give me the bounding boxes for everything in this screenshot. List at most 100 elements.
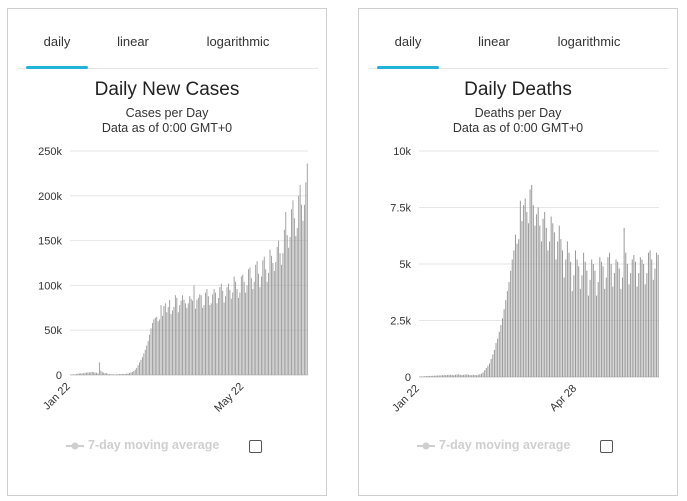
tab-linear[interactable]: linear (117, 34, 149, 49)
moving-average-checkbox[interactable] (600, 440, 613, 453)
bar (581, 275, 583, 377)
bar (482, 372, 484, 377)
bar (549, 241, 551, 377)
bar (163, 306, 165, 375)
tab-logarithmic[interactable]: logarithmic (206, 34, 270, 49)
bar (631, 259, 633, 377)
bar (453, 375, 455, 377)
bar (167, 306, 169, 375)
bar (303, 204, 305, 375)
bar (286, 235, 288, 375)
bar (443, 374, 445, 377)
data-date-note: Data as of 0:00 GMT+0 (452, 121, 584, 135)
bar (609, 252, 611, 377)
bar (94, 372, 96, 375)
bar (292, 200, 294, 375)
bar (259, 287, 261, 375)
bar (235, 281, 237, 375)
bar (573, 275, 575, 377)
bar (232, 292, 234, 375)
bar (527, 223, 529, 377)
bar (216, 303, 218, 375)
bar (422, 376, 424, 377)
bar (657, 254, 659, 377)
legend-label-moving-average[interactable]: 7-day moving average (88, 438, 220, 452)
bar (103, 372, 105, 375)
bar (295, 236, 297, 375)
bar (617, 261, 619, 377)
bar (513, 250, 515, 377)
bar (511, 259, 513, 377)
bar (456, 374, 458, 377)
bar (562, 250, 564, 377)
bar (610, 264, 612, 377)
bar (223, 302, 225, 375)
bar (451, 374, 453, 377)
bar (278, 240, 280, 375)
tab-linear[interactable]: linear (478, 34, 510, 49)
bar (76, 373, 77, 375)
bar (173, 306, 175, 375)
bar (131, 371, 133, 375)
bar (448, 374, 450, 377)
bar (430, 375, 432, 377)
bar (90, 372, 92, 375)
bar (189, 296, 191, 375)
bar (547, 250, 549, 377)
bar (239, 292, 241, 375)
chart-title: Daily New Cases (94, 79, 240, 100)
bar (119, 374, 120, 375)
bar (269, 249, 271, 375)
tab-logarithmic[interactable]: logarithmic (557, 34, 621, 49)
bar (169, 299, 171, 375)
bar (620, 288, 622, 377)
bar (87, 372, 89, 375)
bar (255, 264, 257, 375)
bar (565, 259, 567, 377)
bar (484, 370, 486, 377)
moving-average-checkbox[interactable] (249, 440, 262, 453)
tab-daily[interactable]: daily (377, 32, 439, 69)
bar (576, 259, 578, 377)
bar (127, 373, 129, 375)
bar (425, 376, 427, 377)
bar (446, 374, 448, 377)
bar (442, 375, 444, 377)
chart-subtitle: Cases per Day (125, 106, 209, 120)
bar (123, 374, 125, 375)
bar (283, 229, 285, 375)
bar (656, 252, 658, 377)
bar (174, 295, 176, 375)
daily-deaths-chart: 0 2.5k 5k 7.5k 10k Jan 22 Apr 28 (390, 146, 659, 414)
bar (160, 305, 162, 375)
bar (215, 292, 216, 375)
bar (256, 261, 258, 375)
bar (106, 373, 108, 375)
bar (136, 367, 138, 375)
bar (597, 282, 599, 377)
legend-label-moving-average[interactable]: 7-day moving average (439, 438, 571, 452)
bar (489, 363, 491, 377)
bar (187, 303, 189, 375)
bar (534, 225, 536, 377)
bar (226, 287, 228, 375)
legend-line-marker-icon (417, 442, 435, 450)
bar (225, 296, 227, 375)
bar (154, 317, 156, 375)
tab-daily[interactable]: daily (26, 32, 88, 69)
legend[interactable]: 7-day moving average (417, 437, 647, 457)
bar (83, 373, 85, 375)
bar (630, 273, 632, 377)
bar (641, 259, 643, 377)
bar (503, 309, 505, 377)
bar (625, 252, 627, 377)
bar (217, 297, 219, 375)
legend[interactable]: 7-day moving average (66, 437, 296, 457)
bar (291, 209, 292, 375)
bar (100, 370, 102, 375)
bar (120, 374, 122, 375)
bar (233, 276, 235, 375)
bar (149, 334, 151, 375)
bar (516, 243, 518, 377)
bar (111, 374, 113, 375)
